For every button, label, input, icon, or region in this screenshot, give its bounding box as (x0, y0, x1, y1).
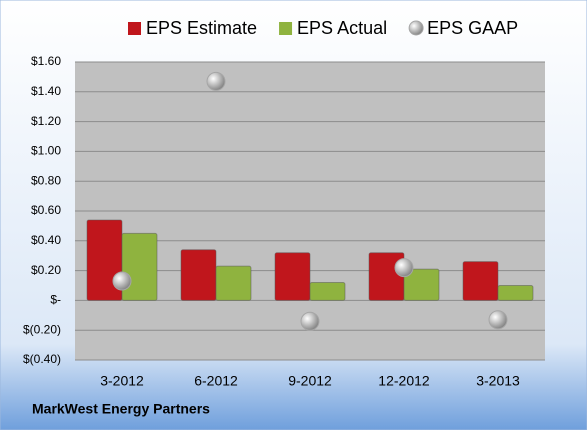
legend-label: EPS Actual (297, 18, 387, 38)
gaap-point (488, 310, 508, 330)
y-tick-label: $(0.20) (23, 322, 61, 336)
y-tick-label: $1.60 (31, 54, 61, 68)
y-tick-label: $0.20 (31, 263, 61, 277)
bar (309, 282, 346, 301)
y-tick-label: $0.40 (31, 233, 61, 247)
gaap-point (112, 271, 132, 291)
gaap-point (300, 311, 320, 331)
x-tick-label: 3-2013 (476, 373, 520, 389)
x-tick-label: 6-2012 (194, 373, 238, 389)
legend-marker (408, 20, 424, 36)
bar (274, 252, 311, 301)
bar (497, 285, 534, 301)
legend-marker (279, 22, 293, 35)
gaap-point (394, 258, 414, 278)
y-tick-label: $0.60 (31, 203, 61, 217)
y-tick-label: $1.00 (31, 144, 61, 158)
bar (180, 249, 217, 301)
y-tick-label: $(0.40) (23, 352, 61, 366)
legend-label: EPS Estimate (146, 18, 257, 38)
y-tick-label: $0.80 (31, 173, 61, 187)
x-tick-label: 9-2012 (288, 373, 332, 389)
x-tick-label: 12-2012 (378, 373, 430, 389)
y-tick-label: $1.20 (31, 114, 61, 128)
y-tick-label: $1.40 (31, 84, 61, 98)
legend-marker (128, 22, 141, 35)
x-tick-label: 3-2012 (100, 373, 144, 389)
y-tick-label: $- (50, 293, 61, 307)
bar (215, 265, 252, 301)
bar (121, 232, 158, 301)
bar (462, 261, 499, 301)
legend-label: EPS GAAP (427, 18, 518, 38)
legend: EPS Estimate EPS Actual EPS GAAP (128, 18, 518, 38)
bar (403, 268, 440, 301)
gaap-point (206, 71, 226, 91)
caption: MarkWest Energy Partners (32, 401, 210, 417)
